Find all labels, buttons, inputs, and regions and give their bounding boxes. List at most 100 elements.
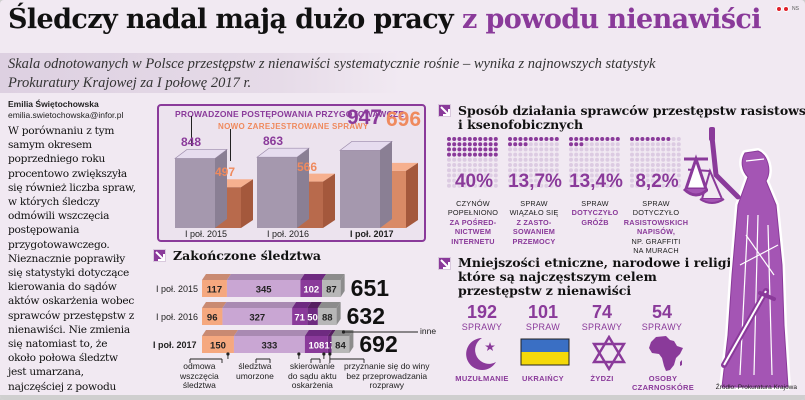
dot-empty xyxy=(605,183,610,188)
bar-segment xyxy=(202,308,223,325)
dot-empty xyxy=(605,168,610,173)
dot-empty xyxy=(650,163,655,167)
dot-empty xyxy=(676,168,681,173)
dot-filled xyxy=(549,137,554,141)
dot-empty xyxy=(554,168,559,173)
dot-empty xyxy=(523,183,528,188)
dot-filled xyxy=(473,147,477,152)
dot-empty xyxy=(544,178,549,183)
percentage-description: CZYNÓW POPEŁNIONO ZA POŚRED- NICTWEM INTERNE… xyxy=(439,199,507,246)
dot-empty xyxy=(518,152,523,157)
dot-empty xyxy=(635,152,640,157)
dot-empty xyxy=(589,142,594,147)
dot-filled xyxy=(650,137,655,141)
dot-empty xyxy=(539,183,544,188)
unit-ukrainians: SPRAW xyxy=(525,322,561,332)
legend-umorzone: śledztwa umorzone xyxy=(236,361,274,381)
percentage-description: SPRAW DOTYCZYŁO GRÓŹB xyxy=(561,199,629,227)
dot-filled xyxy=(488,137,493,141)
dot-filled xyxy=(569,137,573,141)
legend-line: wszczęcia xyxy=(180,370,219,381)
title-main: Śledczy nadal mają dużo pracy xyxy=(8,4,454,35)
bar-segment xyxy=(292,308,308,325)
value-prowadzone: 863 xyxy=(263,134,284,149)
dot-empty xyxy=(605,173,610,178)
dot-empty xyxy=(595,163,599,167)
bar-value-label: 17 xyxy=(324,341,335,352)
count-black-people: 54 xyxy=(651,302,673,322)
dot-filled xyxy=(462,142,467,147)
dot-empty xyxy=(671,137,676,141)
legend-line: umorzone xyxy=(236,370,274,381)
dot-empty xyxy=(595,173,599,178)
dot-filled xyxy=(473,137,477,141)
dot-empty xyxy=(605,142,610,147)
dot-empty xyxy=(666,163,671,167)
dot-empty xyxy=(534,152,538,157)
dot-empty xyxy=(584,142,589,147)
dot-empty xyxy=(640,152,645,157)
dot-filled xyxy=(605,137,610,141)
dot-empty xyxy=(610,183,615,188)
dot-empty xyxy=(534,183,538,188)
dot-filled xyxy=(483,147,488,152)
description-line: DOTYCZYŁO xyxy=(632,208,680,218)
dot-empty xyxy=(483,178,488,183)
dot-empty xyxy=(656,152,660,157)
logo-circle-icon xyxy=(783,6,790,12)
dot-empty xyxy=(528,147,533,152)
dot-filled xyxy=(478,142,483,147)
legend-odmowa: odmowa wszczęcia śledztwa xyxy=(180,361,219,391)
dot-filled xyxy=(447,137,451,141)
dot-empty xyxy=(508,152,512,157)
dot-filled xyxy=(589,137,594,141)
block-nowe-side xyxy=(323,173,335,228)
dot-empty xyxy=(457,163,462,167)
dot-empty xyxy=(523,178,528,183)
dot-empty xyxy=(666,147,671,152)
dot-empty xyxy=(676,157,681,162)
dot-empty xyxy=(584,178,589,183)
dot-empty xyxy=(635,168,640,173)
dot-empty xyxy=(671,157,676,162)
dot-empty xyxy=(615,157,620,162)
dot-empty xyxy=(457,168,462,173)
dot-empty xyxy=(549,168,554,173)
block-nowe-side xyxy=(241,179,253,228)
dot-empty xyxy=(656,157,660,162)
dot-filled xyxy=(493,142,498,147)
author-email[interactable]: emilia.swietochowska@infor.pl xyxy=(8,110,124,120)
dot-empty xyxy=(544,183,549,188)
dot-empty xyxy=(589,178,594,183)
dot-filled xyxy=(513,142,518,147)
block-prowadzone-side xyxy=(297,148,309,228)
bar-value-label: 108 xyxy=(308,341,324,352)
dot-empty xyxy=(630,183,634,188)
dot-filled xyxy=(518,137,523,141)
dot-filled xyxy=(488,147,493,152)
dot-filled xyxy=(488,152,493,157)
dot-empty xyxy=(661,183,666,188)
dot-empty xyxy=(595,147,599,152)
dot-filled xyxy=(457,137,462,141)
dot-empty xyxy=(645,168,650,173)
dot-empty xyxy=(579,168,584,173)
dot-empty xyxy=(478,163,483,167)
dot-filled xyxy=(473,152,477,157)
bar-segment xyxy=(322,280,341,297)
dot-filled xyxy=(579,142,584,147)
dot-filled xyxy=(508,142,512,147)
bar-segment-top xyxy=(300,274,327,280)
dot-empty xyxy=(600,183,605,188)
bar-segment-top xyxy=(327,330,336,336)
methods-title-2: i ksenofobicznych xyxy=(458,117,584,132)
legend-bracket xyxy=(189,353,229,363)
dot-empty xyxy=(508,178,512,183)
bar-value-label: 50 xyxy=(307,313,318,324)
dot-filled xyxy=(462,137,467,141)
dot-empty xyxy=(457,178,462,183)
value-prowadzone: 947 xyxy=(347,106,383,129)
dot-empty xyxy=(610,163,615,167)
